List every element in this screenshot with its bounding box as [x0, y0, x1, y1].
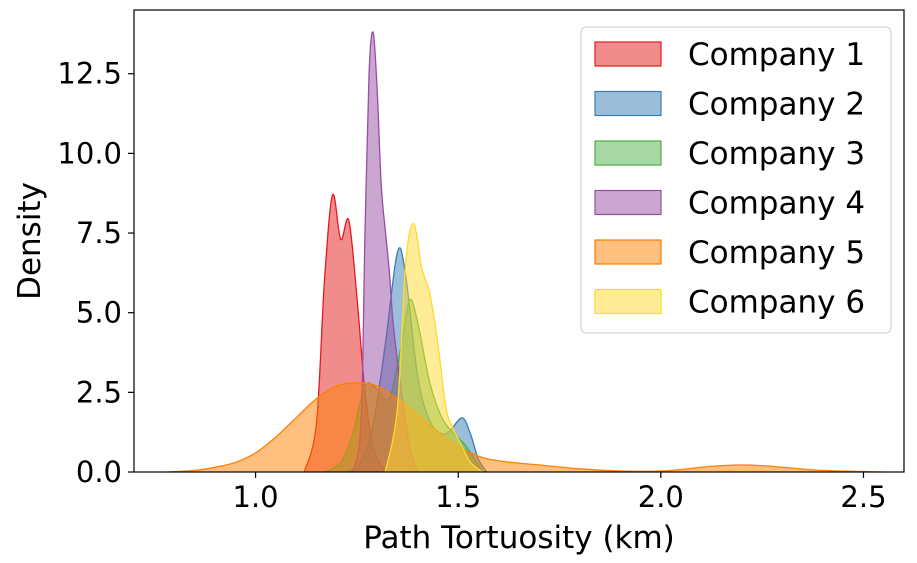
x-axis-label: Path Tortuosity (km): [363, 520, 675, 556]
legend-label-series-3: Company 3: [688, 136, 865, 172]
y-tick-label: 2.5: [76, 375, 122, 409]
y-tick-label: 0.0: [76, 455, 122, 489]
density-area-series-6: [385, 223, 483, 472]
y-tick-label: 5.0: [76, 296, 122, 330]
density-area-series-4: [352, 31, 418, 472]
legend-label-series-2: Company 2: [688, 87, 865, 123]
y-tick-label: 7.5: [76, 216, 122, 250]
legend-swatch-series-2: [594, 90, 662, 117]
legend-label-series-1: Company 1: [688, 37, 865, 73]
axis-ticks: 1.0 1.5 2.0 2.5 0.0 2.5 5.0 7.5 10.0 12.5: [57, 57, 886, 514]
legend: Company 1 Company 2 Company 3 Company 4 Comp…: [580, 26, 892, 334]
x-tick-label: 1.5: [435, 480, 481, 514]
plot-frame: [133, 9, 905, 473]
y-tick-label: 12.5: [57, 57, 122, 91]
legend-swatch-series-5: [594, 239, 662, 265]
y-axis-label: Density: [12, 182, 48, 300]
plot-area: [166, 31, 884, 473]
legend-label-series-5: Company 5: [688, 235, 865, 271]
x-tick-label: 2.5: [840, 480, 886, 514]
legend-label-series-6: Company 6: [688, 285, 865, 321]
y-tick-label: 10.0: [57, 136, 122, 170]
legend-swatch-series-1: [594, 41, 662, 67]
x-tick-label: 1.0: [233, 480, 279, 514]
density-area-series-5: [166, 382, 884, 472]
legend-swatch-series-3: [594, 140, 662, 166]
legend-swatch-series-4: [594, 189, 662, 216]
density-line-series-6: [384, 222, 483, 473]
legend-swatch-series-6: [594, 288, 662, 315]
x-tick-label: 2.0: [638, 480, 684, 514]
legend-label-series-4: Company 4: [688, 186, 865, 222]
